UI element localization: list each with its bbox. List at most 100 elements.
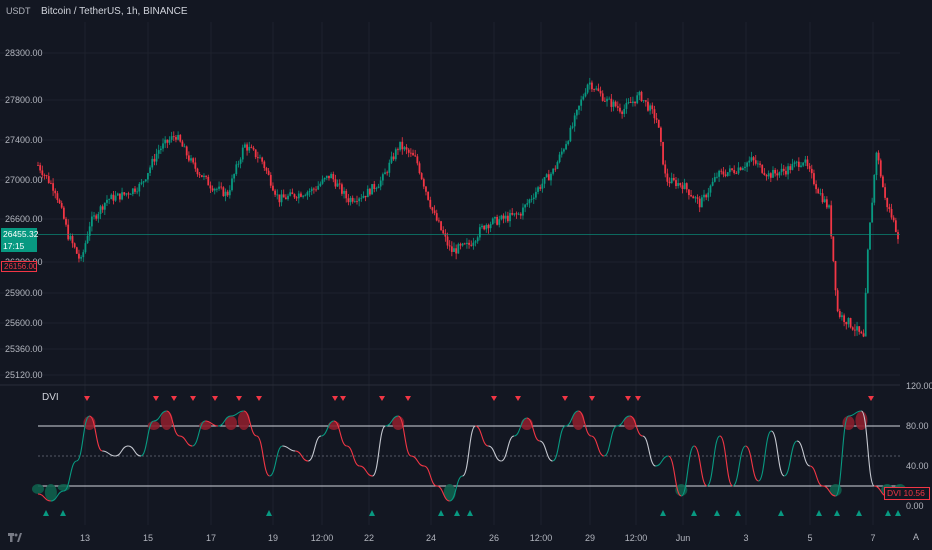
time-tick-label: 15 xyxy=(143,533,153,543)
candle-body xyxy=(860,331,863,334)
sell-signal-triangle xyxy=(212,396,218,401)
candle-body xyxy=(810,168,813,174)
dvi-line-segment xyxy=(102,450,116,457)
candle-body xyxy=(366,188,369,198)
candle-body xyxy=(138,183,141,192)
candle-body xyxy=(739,167,742,171)
candle-body xyxy=(336,183,339,187)
sell-signal-triangle xyxy=(379,396,385,401)
candle-body xyxy=(823,199,826,203)
candle-body xyxy=(168,139,171,143)
sell-signal-triangle xyxy=(190,396,196,401)
candle-body xyxy=(412,152,414,156)
candle-body xyxy=(106,199,108,203)
price-tick-label: 25600.00 xyxy=(5,318,43,328)
candle-body xyxy=(226,191,229,196)
dvi-line-segment xyxy=(655,455,669,467)
candle-body xyxy=(616,106,619,108)
sell-signal-triangle xyxy=(256,396,262,401)
candle-body xyxy=(690,195,692,197)
dvi-line-segment xyxy=(603,425,618,457)
candle-body xyxy=(418,163,421,174)
candle-body xyxy=(882,176,884,188)
dvi-line-segment xyxy=(63,460,77,492)
dvi-line-segment xyxy=(706,435,721,487)
candle-body xyxy=(319,183,322,186)
dvi-line-segment xyxy=(89,415,103,452)
candle-body xyxy=(468,242,470,245)
low-price-badge: 26156.00 xyxy=(1,261,37,272)
candle-body xyxy=(519,213,522,216)
dvi-line-segment xyxy=(37,493,51,502)
candle-body xyxy=(373,184,376,189)
candle-body xyxy=(685,183,688,190)
indicator-name[interactable]: DVI xyxy=(42,392,59,403)
dvi-line-segment xyxy=(475,425,489,447)
candle-body xyxy=(284,197,287,200)
candle-body xyxy=(308,191,311,193)
candle-body xyxy=(293,194,296,198)
candle-body xyxy=(291,192,294,195)
candle-body xyxy=(675,180,677,186)
candle-body xyxy=(884,187,886,198)
candle-body xyxy=(754,160,757,164)
candle-body xyxy=(677,183,680,186)
candle-body xyxy=(397,149,399,151)
candle-body xyxy=(330,174,333,179)
candle-body xyxy=(756,163,759,165)
dvi-line-segment xyxy=(719,435,734,487)
candle-body xyxy=(511,213,514,215)
candle-body xyxy=(58,199,61,204)
dvi-overbought-fill xyxy=(160,411,173,430)
candle-body xyxy=(534,191,537,198)
candle-body xyxy=(591,82,593,90)
candle-body xyxy=(636,95,639,104)
candle-body xyxy=(276,194,279,196)
candle-body xyxy=(159,148,162,151)
time-tick-label: 24 xyxy=(426,533,436,543)
time-tick-label: 12:00 xyxy=(530,533,553,543)
candle-body xyxy=(608,98,611,100)
candle-body xyxy=(155,153,158,162)
candle-body xyxy=(489,224,492,229)
candle-body xyxy=(761,164,764,173)
candle-body xyxy=(405,147,408,150)
candle-body xyxy=(433,210,436,214)
dvi-value-badge: DVI 10.56 xyxy=(884,487,930,500)
candle-body xyxy=(800,165,802,167)
candle-body xyxy=(375,188,378,189)
candle-body xyxy=(250,146,253,148)
candle-body xyxy=(845,321,848,325)
buy-signal-triangle xyxy=(438,510,444,516)
candle-body xyxy=(506,215,509,222)
candle-body xyxy=(75,247,78,254)
dvi-line-segment xyxy=(371,425,386,477)
candle-body xyxy=(183,146,186,148)
time-tick-label: 3 xyxy=(743,533,748,543)
candle-body xyxy=(263,161,266,169)
auto-scale-button[interactable]: A xyxy=(913,532,920,542)
tradingview-logo-icon[interactable] xyxy=(8,533,22,545)
candle-body xyxy=(815,184,817,190)
candle-body xyxy=(504,215,507,219)
candle-body xyxy=(670,177,673,184)
candle-body xyxy=(338,183,341,185)
dvi-line-segment xyxy=(860,410,875,487)
candle-body xyxy=(543,177,546,184)
candle-body xyxy=(817,189,820,194)
candle-body xyxy=(797,161,800,167)
candle-body xyxy=(752,157,755,161)
candle-body xyxy=(37,165,39,166)
candle-body xyxy=(640,91,643,102)
candle-body xyxy=(65,218,67,225)
symbol-title[interactable]: Bitcoin / TetherUS, 1h, BINANCE xyxy=(41,6,188,17)
candle-body xyxy=(567,141,570,145)
candle-body xyxy=(312,188,315,190)
candle-body xyxy=(427,191,430,200)
price-tick-label: 25900.00 xyxy=(5,288,43,298)
candle-body xyxy=(461,243,464,246)
candle-body xyxy=(233,174,236,179)
candle-body xyxy=(353,201,356,202)
candle-body xyxy=(39,165,42,171)
